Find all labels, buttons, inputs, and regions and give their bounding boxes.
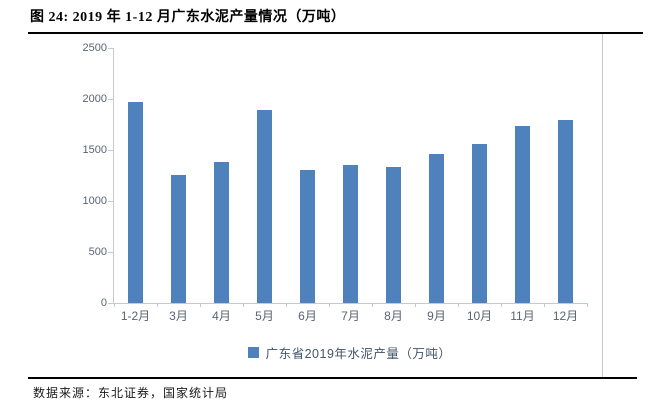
x-axis-tick [458, 303, 459, 307]
y-axis-tick [108, 251, 113, 253]
bar-6月 [300, 170, 315, 303]
bar-3月 [171, 175, 186, 303]
y-axis-tick-label: 2500 [82, 42, 107, 54]
bar-12月 [558, 120, 573, 303]
bar-9月 [429, 153, 444, 303]
bar-4月 [214, 162, 229, 303]
x-axis-category-label: 9月 [427, 309, 446, 323]
y-axis-tick-label: 1000 [82, 195, 107, 207]
y-axis-tick [108, 47, 113, 49]
y-axis-tick [108, 149, 113, 151]
bar-11月 [515, 125, 530, 303]
x-axis-tick [286, 303, 287, 307]
data-source-note: 数据来源：东北证券，国家统计局 [33, 386, 229, 400]
x-axis-tick [415, 303, 416, 307]
bar-1-2月 [128, 102, 143, 303]
x-axis-category-label: 1-2月 [120, 309, 151, 323]
x-axis-tick [544, 303, 545, 307]
x-axis-tick [200, 303, 201, 307]
x-axis-tick [587, 303, 588, 307]
bar-5月 [257, 110, 272, 303]
y-axis-tick [108, 302, 113, 304]
x-axis-tick [114, 303, 115, 307]
x-axis-tick [372, 303, 373, 307]
title-underline [28, 32, 643, 34]
x-axis-category-label: 12月 [552, 309, 579, 323]
figure-bottom-rule [28, 377, 637, 379]
table-cell-border [602, 34, 603, 377]
x-axis-tick [157, 303, 158, 307]
bar-7月 [343, 165, 358, 303]
bar-8月 [386, 167, 401, 303]
figure-title: 图 24: 2019 年 1-12 月广东水泥产量情况（万吨） [30, 10, 346, 25]
bar-chart-plot-area: 0 500 1000 1500 2000 2500 1-2月 3月 4月 5月 6月 7月 8月 9月 10… [83, 42, 588, 323]
legend-color-swatch-icon [247, 347, 259, 358]
x-axis-category-label: 10月 [466, 309, 493, 323]
x-axis-tick [243, 303, 244, 307]
y-axis-tick-label: 1500 [82, 144, 107, 156]
legend-series-label: 广东省2019年水泥产量（万吨） [265, 347, 452, 361]
y-axis-tick-label: 2000 [82, 93, 107, 105]
x-axis-category-label: 7月 [341, 309, 360, 323]
x-axis-category-label: 5月 [255, 309, 274, 323]
y-axis-tick [108, 98, 113, 100]
x-axis-category-label: 11月 [510, 309, 535, 323]
x-axis-category-label: 6月 [298, 309, 317, 323]
x-axis-category-label: 8月 [384, 309, 403, 323]
y-axis-tick-label: 500 [88, 246, 107, 258]
chart-legend: 广东省2019年水泥产量（万吨） [113, 343, 586, 362]
bar-10月 [472, 143, 487, 303]
x-axis-category-label: 4月 [212, 309, 231, 323]
x-axis-category-label: 3月 [169, 309, 188, 323]
y-axis-tick [108, 200, 113, 202]
y-axis-tick-label: 0 [100, 297, 107, 309]
x-axis-tick [501, 303, 502, 307]
x-axis-tick [329, 303, 330, 307]
